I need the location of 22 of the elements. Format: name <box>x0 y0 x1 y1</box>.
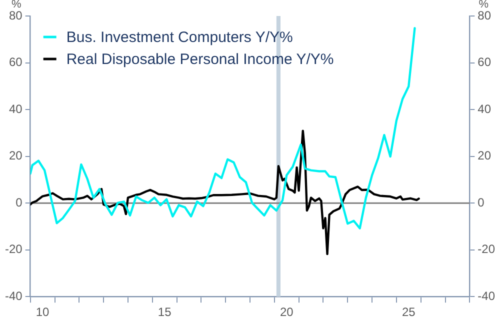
y-tick-label: 0 <box>16 195 23 210</box>
y-tick-label: 40 <box>8 102 23 116</box>
legend-label: Real Disposable Personal Income Y/Y% <box>66 51 334 68</box>
y-tick-label: -40 <box>5 288 23 303</box>
legend-label: Bus. Investment Computers Y/Y% <box>66 29 293 46</box>
y2-tick-label: 80 <box>478 8 492 22</box>
y2-axis-title: % <box>478 0 489 11</box>
y2-tick-label: 20 <box>478 148 492 163</box>
y-tick-label: 60 <box>8 55 23 70</box>
x-tick-label: 25 <box>402 305 416 320</box>
x-tick-label: 15 <box>158 305 172 320</box>
y2-tick-label: 60 <box>478 55 492 70</box>
y2-tick-label: 40 <box>478 102 492 116</box>
x-tick-label: 20 <box>280 305 294 320</box>
y-tick-label: 80 <box>8 8 23 22</box>
y-tick-label: 20 <box>8 148 23 163</box>
x-tick-label: 10 <box>36 305 50 320</box>
y2-tick-label: -40 <box>478 288 496 303</box>
y-axis-title: % <box>11 0 22 11</box>
y2-tick-label: -20 <box>478 242 496 256</box>
y2-tick-label: 0 <box>478 195 485 210</box>
y-tick-label: -20 <box>5 242 23 256</box>
